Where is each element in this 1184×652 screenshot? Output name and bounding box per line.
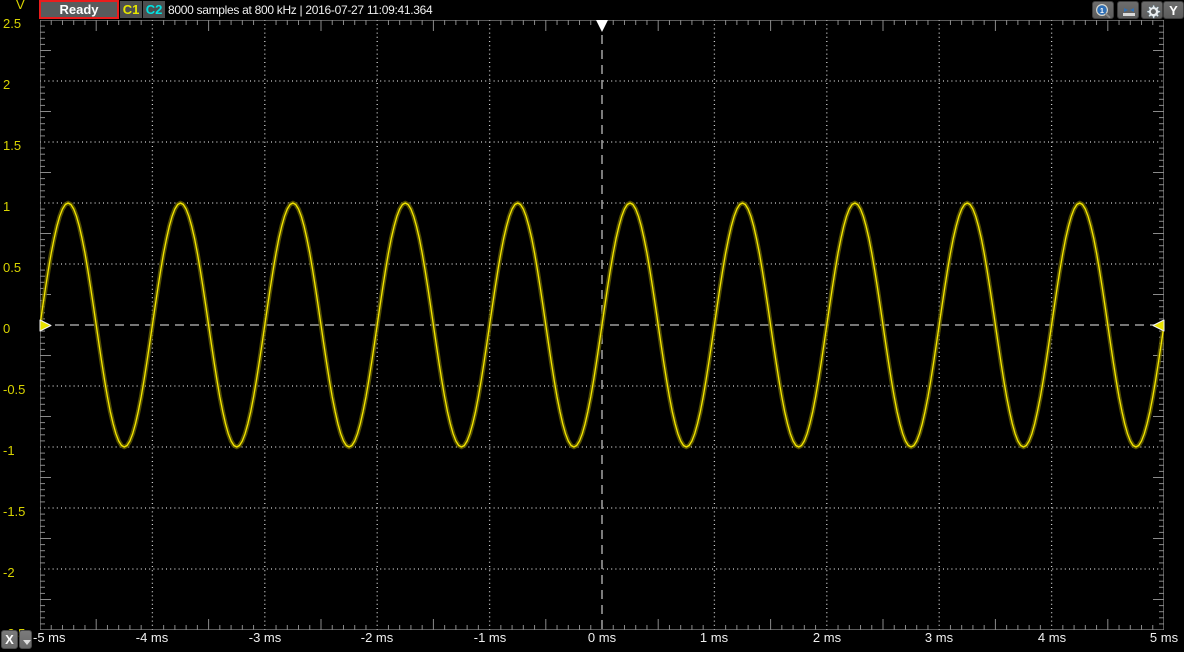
svg-text:1: 1 xyxy=(1100,8,1104,15)
